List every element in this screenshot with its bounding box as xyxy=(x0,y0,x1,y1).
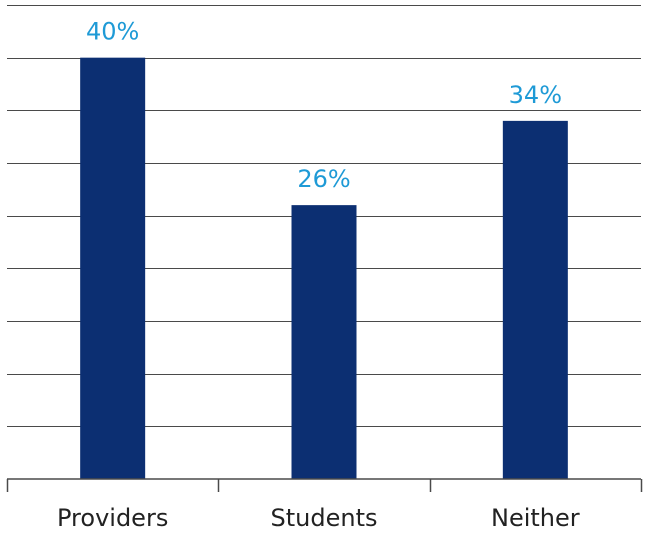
value-label-students: 26% xyxy=(297,165,350,193)
category-label-providers: Providers xyxy=(57,504,168,532)
value-labels: 40% 26% 34% xyxy=(86,18,562,193)
value-label-neither: 34% xyxy=(509,81,562,109)
bar-providers xyxy=(80,57,146,480)
category-label-students: Students xyxy=(271,504,378,532)
bar-neither xyxy=(502,120,568,479)
bar-students xyxy=(291,205,357,479)
value-label-providers: 40% xyxy=(86,18,139,46)
category-labels: Providers Students Neither xyxy=(57,504,580,532)
x-axis xyxy=(6,478,643,492)
bars xyxy=(80,57,568,480)
category-label-neither: Neither xyxy=(491,504,580,532)
